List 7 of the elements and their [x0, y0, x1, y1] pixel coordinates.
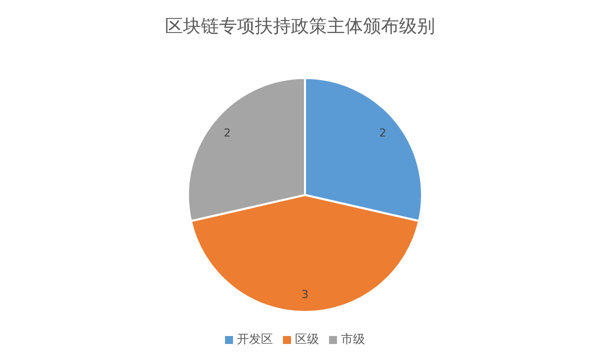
legend-label: 市级	[341, 332, 365, 346]
data-label: 2	[224, 126, 231, 140]
chart-title: 区块链专项扶持政策主体颁布级别	[164, 15, 436, 39]
legend-label: 区级	[295, 332, 319, 346]
legend-label: 开发区	[237, 332, 273, 346]
data-label: 2	[379, 126, 386, 140]
data-label: 3	[302, 288, 308, 301]
